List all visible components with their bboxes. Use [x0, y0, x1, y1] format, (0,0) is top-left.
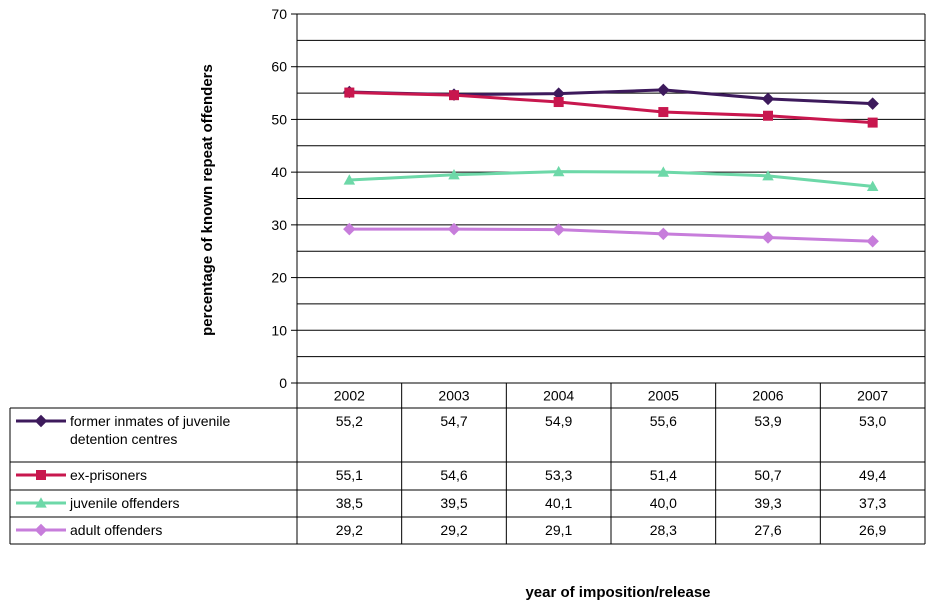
y-tick-label: 70: [271, 6, 287, 22]
legend-label: adult offenders: [70, 522, 162, 538]
data-point-marker: [763, 110, 773, 121]
x-category-label: 2007: [857, 388, 888, 404]
x-category-label: 2005: [648, 388, 679, 404]
data-point-marker: [343, 174, 356, 185]
data-point-marker: [761, 92, 775, 106]
data-point-marker: [866, 97, 879, 110]
y-tick-label: 0: [279, 375, 287, 391]
table-cell-value: 53,0: [859, 413, 886, 429]
data-point-marker: [762, 170, 774, 181]
x-axis-title: year of imposition/release: [525, 584, 710, 601]
plot-frame: [296, 14, 926, 383]
legend-swatch-marker: [34, 523, 48, 537]
table-cell-value: 54,7: [440, 413, 467, 429]
table-cell-value: 40,1: [545, 495, 572, 511]
table-cell-value: 37,3: [859, 495, 886, 511]
table-cell-value: 54,6: [440, 467, 467, 483]
table-cell-value: 55,6: [650, 413, 677, 429]
legend-label: former inmates of juvenile detention cent…: [70, 413, 231, 447]
x-category-label: 2004: [543, 388, 574, 404]
y-axis-ticks: 0 10 20 30 40 50 60 70: [271, 6, 297, 391]
legend-label: ex-prisoners: [70, 467, 147, 483]
data-point-marker: [658, 107, 669, 118]
series-line: [349, 227, 873, 243]
table-cell-value: 54,9: [545, 413, 572, 429]
series-line: [349, 88, 873, 106]
data-point-marker: [552, 87, 565, 100]
x-category-label: 2002: [334, 388, 365, 404]
table-cell-value: 55,1: [336, 467, 363, 483]
series-lines: [343, 83, 879, 248]
y-axis-title: percentage of known repeat offenders: [199, 64, 216, 336]
legend-swatch-marker: [36, 470, 46, 480]
table-cell-value: 29,2: [440, 522, 467, 538]
data-point-marker: [761, 231, 775, 244]
table-cell-value: 53,9: [754, 413, 781, 429]
data-point-marker: [552, 223, 565, 236]
table-cell-value: 55,2: [336, 413, 363, 429]
data-point-marker: [867, 117, 878, 128]
gridlines: [297, 13, 925, 358]
data-point-marker: [344, 87, 355, 98]
y-tick-label: 20: [271, 270, 287, 286]
x-category-label: 2006: [752, 388, 783, 404]
data-point-marker: [552, 165, 565, 177]
y-tick-label: 30: [271, 217, 287, 233]
data-point-marker: [657, 227, 670, 241]
data-point-marker: [657, 166, 670, 177]
data-point-marker: [866, 180, 879, 191]
legend-swatch-marker: [34, 414, 48, 428]
data-point-marker: [553, 97, 564, 108]
table-cell-value: 29,1: [545, 522, 572, 538]
table-cell-value: 28,3: [650, 522, 677, 538]
y-tick-label: 50: [271, 111, 287, 127]
table-cell-value: 49,4: [859, 467, 886, 483]
data-point-marker: [866, 234, 879, 248]
data-point-marker: [447, 222, 461, 236]
series-line: [349, 91, 873, 125]
data-point-marker: [449, 90, 459, 101]
data-table: 2002 2003 2004 2005 2006 2007 former inmates o…: [9, 382, 926, 545]
table-cell-value: 29,2: [336, 522, 363, 538]
table-cell-value: 39,3: [754, 495, 781, 511]
y-tick-label: 60: [271, 59, 287, 75]
table-cell-value: 50,7: [754, 467, 781, 483]
data-point-marker: [657, 83, 670, 97]
data-point-marker: [343, 222, 356, 236]
data-point-marker: [448, 169, 460, 180]
legend-label: juvenile offenders: [69, 495, 179, 511]
series-line: [349, 170, 873, 188]
y-tick-label: 10: [271, 322, 287, 338]
x-category-label: 2003: [438, 388, 469, 404]
table-cell-value: 40,0: [650, 495, 677, 511]
table-cell-value: 53,3: [545, 467, 572, 483]
table-cell-value: 38,5: [336, 495, 363, 511]
table-cell-value: 27,6: [754, 522, 781, 538]
y-tick-label: 40: [271, 164, 287, 180]
table-cell-value: 39,5: [440, 495, 467, 511]
table-cell-value: 51,4: [650, 467, 677, 483]
table-cell-value: 26,9: [859, 522, 886, 538]
legend-swatch-marker: [35, 497, 47, 508]
